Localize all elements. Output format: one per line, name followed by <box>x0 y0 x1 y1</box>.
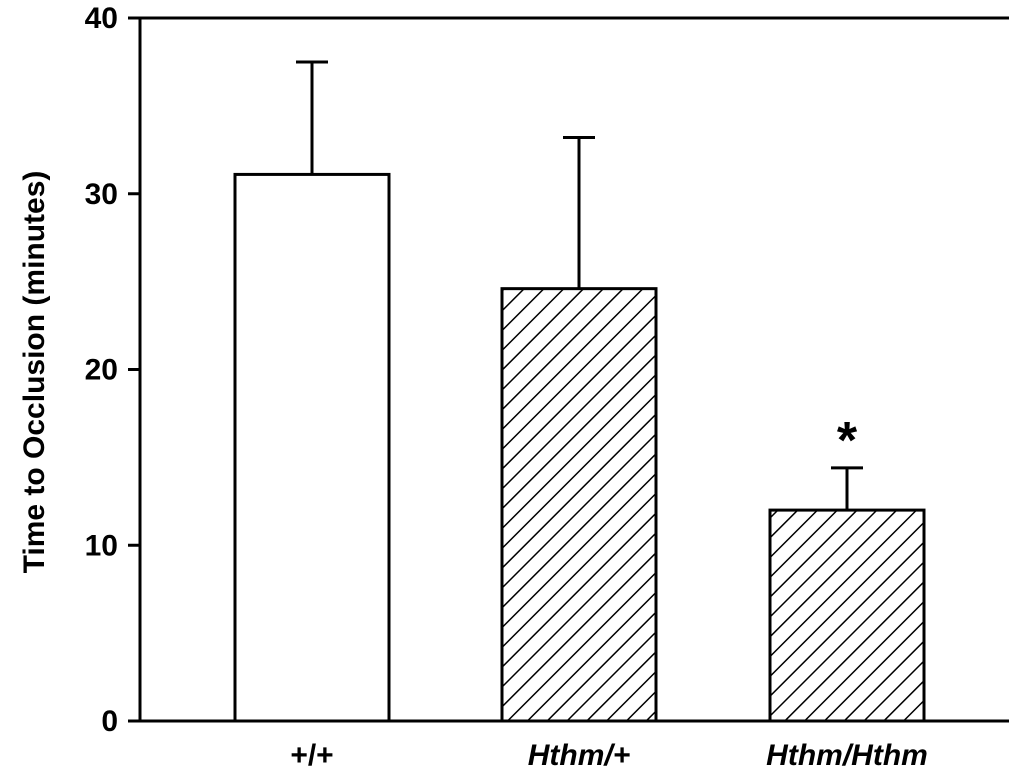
y-tick-label: 40 <box>85 2 118 35</box>
x-category-label: Hthm/Hthm <box>766 739 928 772</box>
y-axis-label: Time to Occlusion (minutes) <box>18 171 51 574</box>
y-tick-label: 0 <box>101 705 118 738</box>
bar-2 <box>500 287 658 723</box>
y-tick-label: 20 <box>85 354 118 387</box>
bar-3 <box>768 508 926 723</box>
labels: 0 10 20 30 40 +/+ Hthm/+ Hthm/Hthm * <box>85 2 928 772</box>
bar-1 <box>233 172 391 723</box>
x-category-label: Hthm/+ <box>528 739 631 772</box>
bars <box>233 60 926 723</box>
y-tick-label: 30 <box>85 178 118 211</box>
x-category-label: +/+ <box>290 739 333 772</box>
y-tick-label: 10 <box>85 529 118 562</box>
significance-asterisk: * <box>837 412 858 470</box>
